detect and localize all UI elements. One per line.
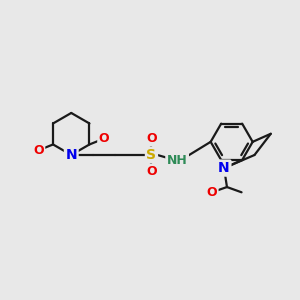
Text: O: O — [146, 165, 157, 178]
Text: NH: NH — [167, 154, 188, 167]
Text: O: O — [33, 144, 44, 157]
Text: N: N — [65, 148, 77, 162]
Text: S: S — [146, 148, 157, 162]
Text: O: O — [206, 186, 217, 199]
Text: O: O — [146, 131, 157, 145]
Text: O: O — [99, 132, 109, 145]
Text: N: N — [218, 161, 230, 175]
